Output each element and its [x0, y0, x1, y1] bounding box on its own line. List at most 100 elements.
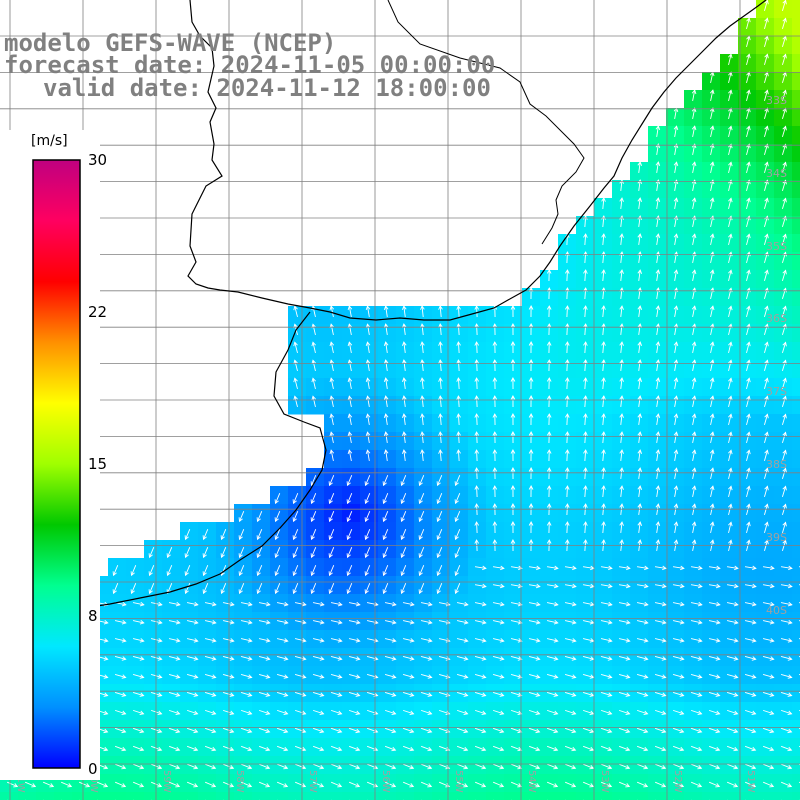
wind-arrow — [728, 126, 732, 138]
wind-arrow — [584, 449, 587, 462]
wind-arrow-head — [193, 674, 199, 679]
wind-cell — [792, 180, 800, 199]
wind-arrow — [401, 564, 407, 576]
wind-arrow — [168, 674, 180, 678]
wind-arrow-head — [400, 481, 405, 487]
wind-arrow — [656, 522, 659, 534]
wind-arrow-head — [733, 583, 739, 589]
wind-arrow-head — [492, 503, 498, 508]
wind-arrow-head — [481, 601, 487, 607]
wind-arrow — [618, 727, 630, 733]
wind-arrow — [366, 745, 378, 751]
wind-arrow-head — [764, 539, 769, 545]
wind-arrow-head — [301, 619, 307, 625]
wind-arrow-head — [553, 692, 559, 697]
wind-arrow — [420, 691, 432, 697]
wind-arrow — [240, 781, 252, 787]
wind-arrow-head — [517, 656, 523, 661]
wind-arrow-head — [564, 485, 570, 490]
wind-arrow — [348, 763, 360, 769]
wind-arrow — [150, 620, 162, 624]
wind-arrow-head — [220, 589, 225, 595]
wind-arrow-head — [787, 601, 793, 607]
wind-arrow-head — [528, 413, 534, 418]
wind-arrow-head — [769, 583, 775, 589]
wind-arrow-head — [283, 783, 289, 788]
wind-arrow-head — [553, 619, 559, 625]
wind-arrow-head — [420, 359, 425, 364]
wind-arrow-head — [211, 674, 217, 679]
wind-arrow — [150, 602, 162, 606]
wind-cell — [792, 450, 800, 469]
wind-arrow — [186, 602, 198, 606]
wind-arrow — [476, 359, 478, 372]
wind-arrow — [457, 395, 460, 408]
wind-arrow — [781, 432, 787, 444]
wind-arrow — [329, 492, 335, 504]
wind-arrow — [708, 727, 720, 733]
wind-arrow-head — [382, 535, 387, 541]
wind-arrow — [132, 602, 144, 606]
wind-arrow-head — [347, 377, 353, 383]
wind-arrow-head — [637, 161, 643, 166]
wind-arrow — [780, 763, 792, 769]
wind-arrow-head — [247, 783, 253, 788]
wind-arrow-head — [746, 503, 751, 509]
wind-arrow-head — [157, 746, 163, 752]
wind-arrow — [710, 450, 714, 462]
wind-arrow — [329, 474, 335, 486]
wind-arrow-head — [764, 125, 769, 131]
wind-arrow — [672, 584, 684, 588]
wind-arrow — [401, 510, 407, 522]
wind-arrow-head — [510, 467, 516, 472]
wind-arrow — [618, 691, 630, 697]
wind-cell — [108, 792, 127, 800]
wind-arrow — [764, 522, 768, 534]
wind-arrow-head — [619, 395, 624, 400]
wind-arrow — [726, 709, 738, 715]
wind-arrow-head — [619, 485, 624, 490]
wind-arrow — [708, 620, 720, 624]
wind-arrow — [582, 709, 594, 715]
wind-arrow-head — [329, 377, 335, 383]
wind-arrow — [692, 90, 696, 102]
wind-arrow-head — [697, 764, 703, 770]
wind-arrow-head — [619, 521, 624, 526]
wind-arrow — [656, 252, 659, 264]
wind-arrow-head — [463, 692, 469, 697]
wind-arrow-head — [139, 746, 145, 752]
wind-arrow-head — [637, 269, 643, 274]
wind-arrow-head — [546, 413, 552, 418]
wind-arrow-head — [456, 413, 461, 418]
wind-arrow-head — [673, 161, 679, 167]
wind-arrow-head — [751, 674, 757, 679]
wind-arrow — [329, 564, 335, 576]
wind-arrow-head — [782, 125, 787, 131]
wind-arrow-head — [601, 503, 606, 508]
wind-arrow-head — [733, 746, 739, 752]
wind-arrow — [710, 162, 714, 174]
wind-arrow-head — [329, 341, 335, 347]
wind-arrow — [692, 288, 696, 300]
wind-arrow — [330, 450, 334, 462]
wind-cell — [792, 270, 800, 289]
wind-arrow-head — [691, 179, 697, 185]
wind-arrow-head — [746, 197, 751, 203]
wind-arrow — [564, 656, 576, 660]
wind-arrow-head — [265, 728, 271, 734]
wind-arrow — [584, 521, 587, 534]
wind-arrow — [708, 781, 720, 787]
wind-arrow-head — [436, 517, 441, 523]
wind-arrow — [708, 584, 720, 588]
wind-arrow — [690, 602, 702, 606]
wind-arrow — [312, 638, 324, 642]
wind-arrow — [602, 323, 605, 336]
wind-arrow — [312, 745, 324, 751]
wind-arrow-head — [697, 565, 703, 571]
wind-arrow-head — [601, 305, 606, 310]
wind-arrow — [240, 656, 252, 660]
wind-cell — [792, 720, 800, 739]
wind-cell — [756, 792, 775, 800]
wind-arrow-head — [319, 710, 325, 715]
wind-arrow — [348, 745, 360, 751]
